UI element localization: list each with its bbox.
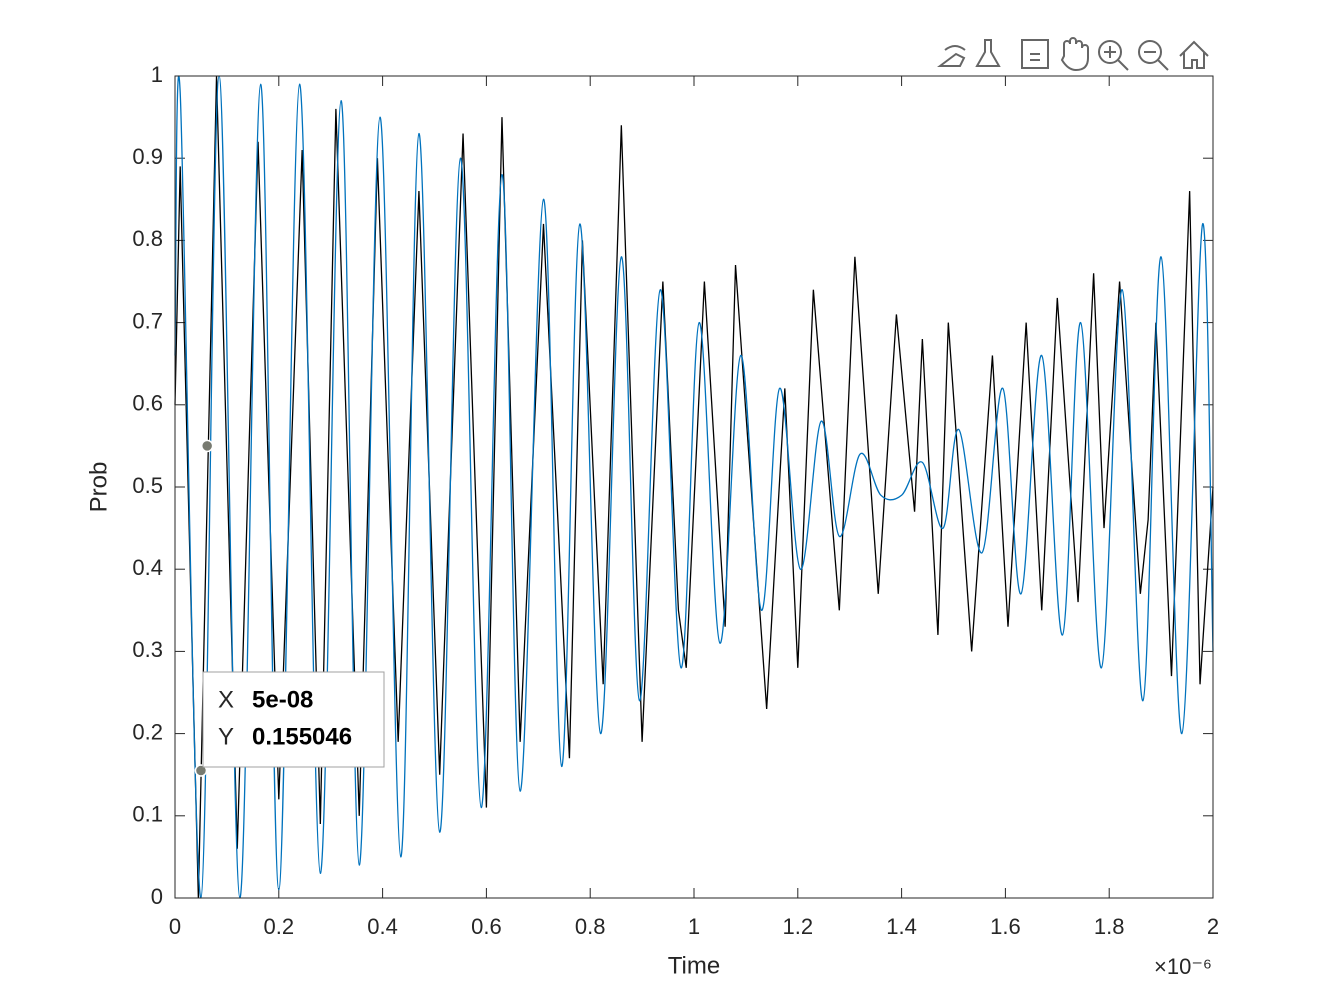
datatip-marker — [200, 439, 214, 453]
datatip-marker — [194, 764, 208, 777]
x-axis-label: Time — [668, 952, 720, 979]
y-tick-label: 0.8 — [132, 226, 163, 251]
datatip-x-value: 5e-08 — [252, 686, 313, 713]
y-tick-label: 0.2 — [132, 719, 163, 744]
x-tick-label: 1.4 — [886, 914, 917, 939]
zoom-out-icon[interactable] — [1138, 40, 1162, 64]
x-tick-label: 1.2 — [783, 914, 814, 939]
x-tick-label: 0 — [169, 914, 181, 939]
datatip-y-value: 0.155046 — [252, 723, 352, 750]
x-tick-label: 0.8 — [575, 914, 606, 939]
x-tick-label: 0.2 — [264, 914, 295, 939]
x-tick-label: 2 — [1207, 914, 1219, 939]
y-tick-label: 1 — [151, 62, 163, 87]
datatip-box — [202, 671, 385, 768]
y-tick-label: 0.7 — [132, 308, 163, 333]
x-tick-label: 0.6 — [471, 914, 502, 939]
y-tick-label: 0.4 — [132, 555, 163, 580]
datatip-x-name: X — [218, 686, 234, 713]
zoom-out-glyph — [1144, 51, 1169, 71]
x-tick-label: 1.6 — [990, 914, 1021, 939]
y-axis-label: Prob — [85, 462, 112, 513]
x-tick-label: 1 — [688, 914, 700, 939]
brush-icon[interactable] — [975, 39, 1001, 67]
y-tick-label: 0.6 — [132, 391, 163, 416]
zoom-in-icon[interactable] — [1098, 40, 1122, 64]
x-exponent: ×10⁻⁶ — [1154, 954, 1212, 979]
y-tick-label: 0.9 — [132, 144, 163, 169]
y-tick-label: 0 — [151, 884, 163, 909]
zoom-in-glyph — [1104, 46, 1129, 71]
y-tick-label: 0.3 — [132, 637, 163, 662]
y-tick-label: 0.5 — [132, 473, 163, 498]
axes-box — [174, 75, 1214, 899]
pan-icon[interactable] — [1060, 37, 1089, 72]
series-line — [174, 75, 1214, 899]
x-tick-label: 1.8 — [1094, 914, 1125, 939]
y-tick-label: 0.1 — [132, 802, 163, 827]
datatip-icon[interactable] — [1021, 39, 1049, 69]
datatip-y-name: Y — [218, 723, 234, 750]
datatip: X 5e-08 Y 0.155046 — [202, 671, 385, 768]
x-tick-label: 0.4 — [367, 914, 398, 939]
home-icon[interactable] — [1179, 40, 1209, 69]
datatip-lines — [1030, 53, 1040, 61]
toolbar — [937, 37, 1209, 72]
export-icon[interactable] — [937, 45, 966, 67]
